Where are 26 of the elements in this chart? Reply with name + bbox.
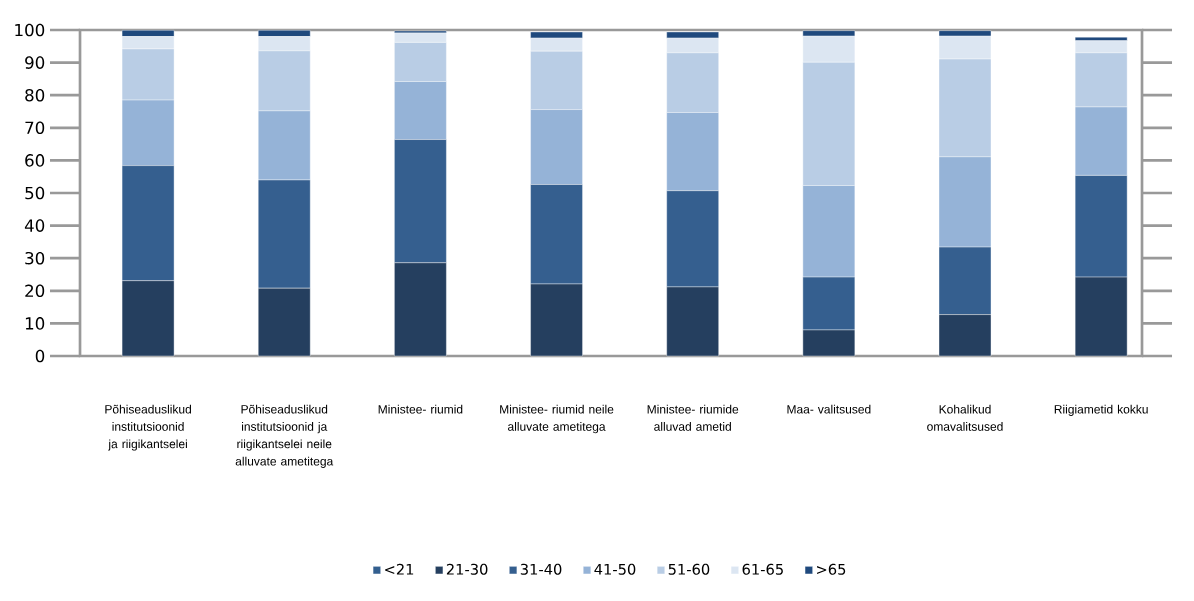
x-tick-label: Põhiseaduslikud institutsioonid ja riigikantselei neile alluvate ametitega bbox=[235, 404, 334, 468]
y-tick-label: 100 bbox=[15, 23, 45, 37]
x-tick-label: Maa- valitsused bbox=[787, 404, 871, 414]
legend-label: 41-50 bbox=[594, 563, 636, 575]
y-tick-label: 20 bbox=[25, 284, 45, 298]
y-tick-label: 50 bbox=[25, 186, 45, 200]
legend-label: <21 bbox=[385, 563, 414, 575]
y-tick-label: 60 bbox=[25, 154, 45, 167]
y-tick-label: 30 bbox=[25, 251, 45, 265]
x-tick-label: Riigiametid kokku bbox=[1054, 404, 1148, 416]
y-tick-label: 10 bbox=[25, 317, 45, 330]
y-tick-label: 90 bbox=[25, 56, 45, 69]
legend-label: 51-60 bbox=[668, 563, 710, 575]
y-tick-label: 40 bbox=[24, 219, 45, 232]
x-tick-label: Kohalikud omavalitsused bbox=[927, 404, 1003, 431]
legend-label: 61-65 bbox=[742, 563, 783, 575]
legend-label: >65 bbox=[817, 563, 846, 575]
x-tick-label: Ministee- riumid neile alluvate ametitega bbox=[500, 404, 614, 434]
legend-label: 21-30 bbox=[446, 563, 488, 575]
y-tick-label: 0 bbox=[35, 349, 45, 363]
legend-label: 31-40 bbox=[520, 563, 562, 575]
x-tick-label: Ministee- riumid bbox=[378, 404, 463, 414]
y-tick-label: 80 bbox=[25, 88, 45, 102]
y-tick-label: 70 bbox=[25, 121, 45, 135]
x-tick-label: Põhiseaduslikud institutsioonid ja riigikantselei bbox=[105, 404, 191, 451]
x-tick-label: Ministee- riumide alluvad ametid bbox=[647, 404, 739, 431]
